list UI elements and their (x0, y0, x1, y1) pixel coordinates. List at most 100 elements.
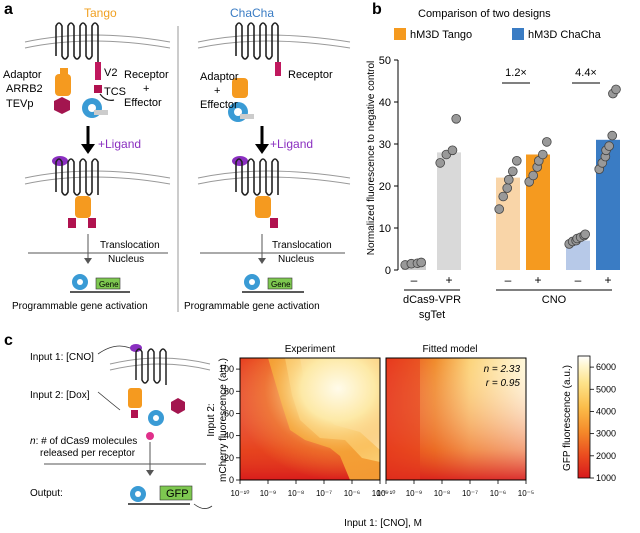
panel-a: a Tango Adaptor ARRB2 TEVp V2 TCS Recept… (3, 1, 351, 312)
tango-ligand-icon (52, 156, 68, 166)
chacha-ligand-label: +Ligand (270, 137, 313, 151)
heatmap-x-tick-label: 10⁻⁹ (406, 489, 423, 498)
tango-dcas9-icon (70, 274, 130, 293)
c-tevp-icon (171, 398, 185, 414)
treatment-label: + (445, 273, 452, 287)
bar-y-tick-label: 20 (379, 181, 391, 193)
data-point (498, 191, 509, 202)
n-note-italic: n (30, 436, 36, 447)
tango-membrane-2 (24, 170, 171, 179)
chacha-gene-label: Gene (271, 280, 291, 289)
panel-c-letter: c (4, 332, 13, 349)
tango-v2-tail-icon (95, 62, 101, 80)
panel-b: b Comparison of two designs hM3D Tango h… (366, 1, 621, 321)
input1-label: Input 1: [CNO] (30, 352, 94, 363)
tango-receptor-active-icon (55, 158, 99, 196)
tango-arrb2-bound-icon (75, 196, 91, 218)
tango-membrane-inner (24, 40, 171, 49)
exp-frame (239, 357, 381, 481)
treatment-label: + (534, 273, 541, 287)
chacha-receptor-active-icon (235, 158, 279, 196)
heatmap-y-tick-label: 60 (224, 408, 234, 418)
colorbar (577, 355, 591, 479)
chacha-gene-box-icon (267, 277, 293, 290)
heatmap-x-tick-label: 10⁻⁵ (518, 489, 534, 498)
chacha-tail-icon (275, 62, 281, 76)
chacha-membrane-inner (197, 40, 351, 49)
chacha-translocation-arrowhead-icon (258, 258, 266, 264)
colorbar-tick-label: 5000 (596, 384, 616, 394)
output-label: Output: (30, 488, 63, 499)
tango-membrane-2-inner (24, 176, 171, 185)
bar-y-tick-label: 50 (379, 55, 391, 67)
data-point (502, 183, 513, 193)
group-label-sgtet: sgTet (419, 309, 445, 321)
tango-title: Tango (84, 6, 117, 20)
fit-r-label: r = 0.95 (486, 378, 521, 389)
heatmap-y-tick-label: 80 (224, 386, 234, 396)
chacha-arrowhead-icon (255, 144, 269, 154)
heatmap-y-tick-label: 40 (224, 431, 234, 441)
c-output-dcas9-icon (128, 486, 190, 505)
legend-label-tango: hM3D Tango (410, 29, 472, 41)
tango-adaptor-label: Adaptor (3, 69, 42, 81)
legend-swatch-tango (394, 28, 406, 40)
c-adaptor-icon (128, 388, 142, 408)
tango-effector-icon (82, 98, 108, 118)
fold-label-chacha: 4.4× (575, 67, 597, 79)
group-label-dcas9: dCas9-VPR (403, 294, 461, 306)
panel-b-letter: b (372, 1, 382, 18)
tango-receptor-icon (55, 22, 99, 62)
data-point (503, 174, 514, 185)
colorbar-tick-label: 1000 (596, 473, 616, 483)
chacha-receptor-icon (235, 22, 279, 62)
chacha-effector-label: Effector (200, 99, 238, 111)
data-point (447, 145, 458, 156)
heatmap-x-tick-label: 10⁻¹⁰ (377, 489, 396, 498)
c-tcs-icon (131, 410, 138, 418)
tango-gene-label: Gene (99, 280, 119, 289)
bar-series (402, 139, 620, 270)
tango-effector-label: Effector (124, 97, 162, 109)
data-point (435, 158, 446, 168)
bar (437, 152, 461, 270)
colorbar-tick-label: 4000 (596, 406, 616, 416)
chacha-translocation-label: Translocation (272, 240, 332, 251)
tango-nucleus-label: Nucleus (108, 254, 144, 265)
data-point (580, 229, 590, 240)
tango-translocation-label: Translocation (100, 240, 160, 251)
heatmap-y-label-1: Input 2: (206, 403, 217, 436)
colorbar-ticks: 1000 2000 3000 4000 5000 6000 (590, 362, 616, 483)
c-dcas9-icon (148, 410, 164, 426)
heatmap-y-tick-label: 0 (229, 475, 234, 485)
treatment-label: – (411, 273, 418, 287)
input2-arrow (97, 391, 121, 411)
n-note-rest: : # of dCas9 molecules (36, 436, 138, 447)
heatmap-y-tick-label: 20 (224, 453, 234, 463)
c-release-arrowhead-icon (146, 470, 154, 476)
data-point (507, 166, 518, 177)
data-point (416, 257, 427, 268)
data-point (537, 149, 548, 160)
chacha-dcas9-icon (242, 274, 304, 293)
chacha-adaptor-bound-icon (255, 196, 271, 218)
tango-tcs-icon (94, 85, 102, 93)
chacha-membrane-2 (197, 170, 351, 179)
legend-swatch-chacha (512, 28, 524, 40)
tango-receptor-label: Receptor (124, 69, 169, 81)
bar-points (400, 84, 621, 270)
colorbar-label: GFP fluorescence (a.u.) (562, 365, 573, 471)
bar-y-tick-label: 40 (379, 97, 391, 109)
chacha-activation-label: Programmable gene activation (184, 301, 320, 312)
tango-arrowhead-icon (81, 144, 95, 154)
data-point (511, 156, 522, 166)
tango-ligand-label: +Ligand (98, 137, 141, 151)
heatmap-x-tick-label: 10⁻⁷ (462, 489, 478, 498)
heatmap-y-label-2: mCherry fluorescence (a.u.) (218, 358, 229, 482)
tango-plus-label: + (143, 83, 149, 95)
heatmap-x-tick-label: 10⁻⁸ (288, 489, 305, 498)
heatmap-y-tick-label: 100 (219, 364, 234, 374)
heatmap-experiment (240, 358, 380, 480)
heatmap-x-tick-label: 10⁻⁶ (344, 489, 360, 498)
